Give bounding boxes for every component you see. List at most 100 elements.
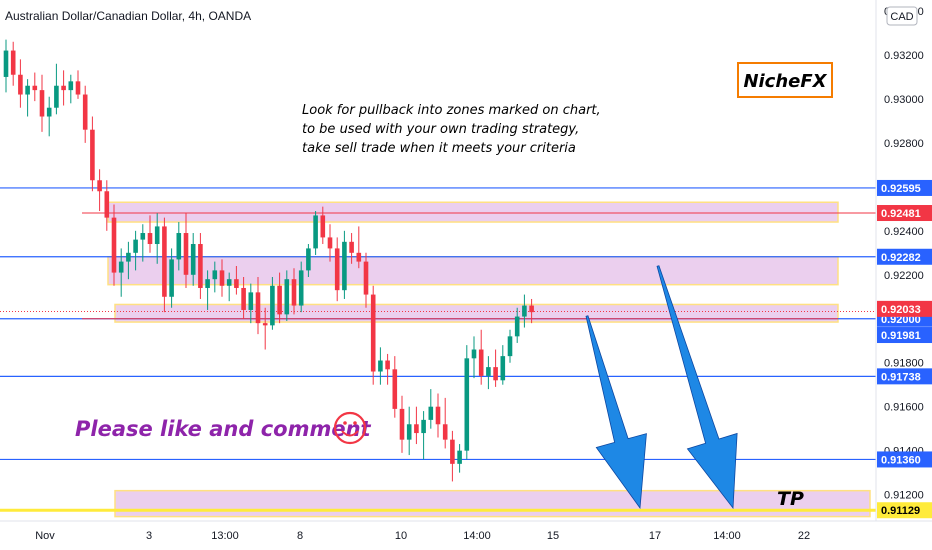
candle [457,444,462,473]
candle [255,276,261,335]
price-tag-level: 0.92595 [877,179,932,196]
candle [219,259,225,297]
candle [126,241,131,280]
candle [140,224,146,262]
candle [75,70,81,99]
candle [226,272,232,302]
candle [39,74,45,132]
candle [248,283,254,324]
candle [327,224,333,262]
y-tick-label: 0.93000 [884,94,924,106]
x-tick-label: 17 [649,530,661,542]
svg-text:0.92282: 0.92282 [881,252,921,264]
candle [428,389,434,429]
candle [385,353,390,385]
candle [97,169,102,212]
candle [212,261,218,293]
candle [277,272,282,324]
candle [241,276,246,319]
candle [176,222,182,271]
smiley-icon [333,411,367,445]
candle [198,233,203,299]
candle [133,230,138,271]
zones [107,201,871,518]
candle [406,406,412,456]
candle [486,356,491,390]
candle [270,276,275,330]
cta-text: Please like and comment [75,417,372,441]
candle [234,265,239,295]
candle [356,226,362,269]
price-tag-level: 0.91129 [877,502,932,519]
candle [313,211,318,256]
sell-zone [107,201,839,223]
candle [363,252,369,308]
brand-box [737,62,833,98]
candles [3,39,534,482]
candle [205,270,210,310]
candle [190,233,196,286]
smiley-eye-right [353,421,357,425]
candle [399,395,405,453]
candle [262,307,268,350]
y-tick-label: 0.91200 [884,490,924,502]
x-tick-label: 14:00 [713,530,741,542]
candle [118,248,124,297]
candle [169,248,174,308]
candle [3,39,9,93]
candle [284,270,290,321]
candle [68,74,74,104]
note-line-3: take sell trade when it meets your crite… [302,141,576,156]
candle [342,230,347,299]
candle [104,180,110,231]
candle [378,347,383,385]
x-tick-label: 10 [395,530,407,542]
candle [478,329,484,385]
y-tick-label: 0.93200 [884,50,924,62]
y-tick-label: 0.92800 [884,138,924,150]
candle [154,213,160,264]
candle [46,96,52,137]
note-line-1: Look for pullback into zones marked on c… [302,103,601,118]
x-tick-label: 13:00 [211,530,239,542]
currency-button[interactable] [886,6,918,26]
candle [507,329,513,363]
price-tag-level: 0.91360 [877,451,932,468]
candle [442,397,448,449]
price-tag-level: 0.92282 [877,248,932,265]
candle [32,72,38,102]
y-tick-label: 0.92200 [884,270,924,282]
svg-text:0.92595: 0.92595 [881,183,921,195]
x-tick-label: 14:00 [463,530,491,542]
candle [162,217,167,313]
smiley-eye-left [343,421,347,425]
price-tag-extra: 0.92033 [877,300,932,317]
price-tag-extra: 0.92481 [877,205,932,222]
x-tick-label: 8 [297,530,303,542]
y-tick-label: 0.91600 [884,402,924,414]
candle [306,244,311,277]
price-tags: 0.925950.922820.920000.917380.913600.911… [877,179,932,519]
candle [147,215,153,253]
sell-zone [114,303,839,323]
candle [370,285,376,385]
sell-arrow-icon [656,265,738,510]
y-tick-label: 0.92400 [884,226,924,238]
candle [493,349,498,387]
candle [298,261,304,313]
candle [90,116,95,192]
candle [18,59,23,108]
svg-text:0.92033: 0.92033 [881,304,921,316]
candle [514,307,520,343]
candle [10,41,16,86]
svg-text:0.91981: 0.91981 [881,330,921,342]
sell-zone [114,489,871,518]
svg-text:0.91738: 0.91738 [881,371,921,383]
svg-text:0.91360: 0.91360 [881,454,921,466]
horizontal-levels [0,187,876,512]
currency-label: CAD [890,11,913,23]
candle [421,411,426,460]
candle [349,233,354,264]
candle [464,345,470,460]
